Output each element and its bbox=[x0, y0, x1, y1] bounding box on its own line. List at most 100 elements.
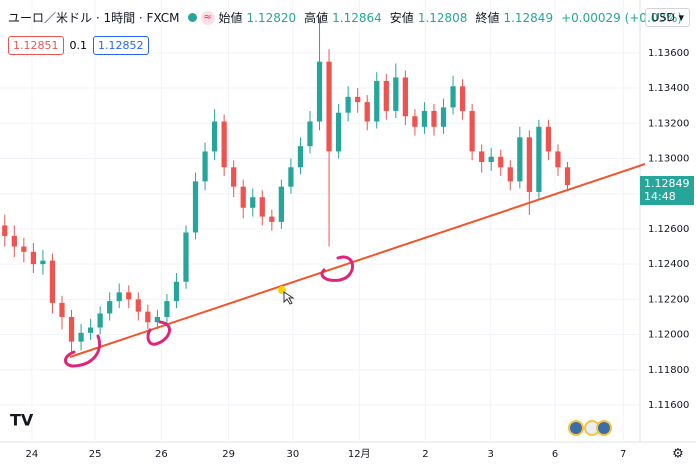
currency: USD bbox=[651, 11, 675, 24]
candle-body bbox=[479, 151, 485, 163]
candle-body bbox=[202, 151, 208, 182]
candle-body bbox=[555, 151, 561, 168]
candle-body bbox=[164, 301, 170, 317]
cursor bbox=[283, 291, 295, 305]
candle-body bbox=[440, 107, 447, 127]
y-tick-label: 1.12400 bbox=[648, 259, 689, 270]
candle-body bbox=[469, 110, 475, 152]
tv-logo[interactable]: TV bbox=[10, 411, 34, 430]
candle-body bbox=[221, 121, 227, 168]
candle-body bbox=[374, 81, 380, 122]
candle-body bbox=[364, 102, 370, 122]
trend-line[interactable] bbox=[69, 163, 646, 358]
candle-body bbox=[30, 251, 37, 265]
candle-body bbox=[526, 137, 532, 192]
candle-body bbox=[49, 260, 56, 303]
candle-body bbox=[545, 126, 552, 152]
change-value: +0.00029 (+0.03%) bbox=[561, 10, 683, 25]
y-tick-label: 1.12200 bbox=[648, 294, 689, 305]
candle-body bbox=[154, 316, 160, 323]
x-tick-label: 25 bbox=[89, 449, 102, 460]
x-tick-label: 29 bbox=[222, 449, 235, 460]
candle-body bbox=[183, 232, 189, 282]
candle-body bbox=[307, 121, 313, 147]
x-tick-label: 12月 bbox=[348, 448, 371, 460]
open-value: 1.12820 bbox=[246, 10, 297, 25]
candle-body bbox=[431, 110, 437, 127]
y-tick-label: 1.12600 bbox=[648, 224, 689, 235]
candle-body bbox=[87, 327, 94, 333]
candle-body bbox=[297, 146, 304, 168]
candle-body bbox=[345, 96, 351, 113]
candle-body bbox=[78, 332, 84, 342]
x-tick-label: 2 bbox=[422, 449, 428, 460]
candle-body bbox=[498, 156, 504, 168]
candle-body bbox=[536, 126, 542, 192]
candle-body bbox=[259, 197, 265, 217]
grid bbox=[0, 0, 640, 442]
close-label: 終値 bbox=[475, 11, 500, 25]
market-status bbox=[187, 13, 197, 22]
x-tick-label: 30 bbox=[287, 449, 300, 460]
y-tick-label: 1.13000 bbox=[648, 153, 689, 164]
candle-body bbox=[412, 116, 418, 127]
candle-body bbox=[507, 167, 513, 182]
high-label: 高値 bbox=[304, 11, 329, 25]
trade-buttons: 1.12851 0.1 1.12852 bbox=[8, 36, 149, 55]
candle-body bbox=[316, 61, 323, 122]
last-price: 1.12849 bbox=[644, 177, 690, 191]
eu-flag[interactable] bbox=[568, 420, 584, 436]
candle-body bbox=[288, 167, 294, 187]
y-tick-label: 1.12000 bbox=[648, 330, 689, 341]
candle-body bbox=[231, 167, 237, 187]
eu-flag-2[interactable] bbox=[596, 420, 612, 436]
candle-body bbox=[488, 156, 494, 163]
candle-body bbox=[21, 246, 27, 252]
candle-body bbox=[135, 299, 141, 312]
data-indicator: ≈ bbox=[200, 10, 215, 25]
candle-body bbox=[517, 137, 523, 182]
y-tick-label: 1.13400 bbox=[648, 83, 689, 94]
low-label: 安値 bbox=[389, 11, 414, 25]
symbol[interactable]: ユーロ／米ドル · 1時間 · FXCM bbox=[8, 11, 180, 25]
marker-2 bbox=[146, 320, 171, 346]
candle-body bbox=[192, 181, 199, 233]
candle-body bbox=[326, 61, 332, 152]
open-label: 始値 bbox=[218, 11, 243, 25]
settings-icon[interactable]: ⚙ bbox=[672, 447, 684, 462]
last-price-tag: 1.12849 14:48 bbox=[640, 176, 694, 206]
buy-button[interactable]: 1.12852 bbox=[93, 36, 149, 55]
y-tick-label: 1.11800 bbox=[648, 365, 689, 376]
x-tick-label: 26 bbox=[155, 449, 168, 460]
x-tick-label: 24 bbox=[25, 449, 38, 460]
candle-body bbox=[145, 311, 151, 323]
marker-3 bbox=[320, 255, 354, 282]
x-tick-label: 3 bbox=[488, 449, 494, 460]
candle-body bbox=[173, 281, 180, 302]
marker-1 bbox=[64, 334, 101, 368]
x-tick-label: 7 bbox=[620, 449, 626, 460]
candle-body bbox=[116, 292, 122, 302]
candle-body bbox=[459, 86, 466, 111]
candle-body bbox=[564, 167, 571, 186]
candle-body bbox=[126, 292, 132, 300]
candle-body bbox=[2, 225, 8, 236]
candle-body bbox=[40, 260, 46, 265]
y-tick-label: 1.11600 bbox=[648, 400, 689, 411]
currency-select[interactable]: USD ▾ bbox=[645, 8, 690, 27]
candle-body bbox=[355, 96, 361, 103]
y-tick-label: 1.13200 bbox=[648, 118, 689, 129]
candle-body bbox=[278, 186, 284, 222]
candle-body bbox=[393, 77, 399, 111]
candle-body bbox=[68, 316, 75, 342]
candle-body bbox=[450, 86, 456, 108]
candle-body bbox=[335, 112, 342, 152]
countdown: 14:48 bbox=[644, 190, 676, 204]
candle-body bbox=[269, 216, 275, 222]
low-value: 1.12808 bbox=[417, 10, 468, 25]
sell-button[interactable]: 1.12851 bbox=[8, 36, 64, 55]
candle-body bbox=[240, 186, 246, 208]
candle-body bbox=[250, 197, 256, 208]
legend-bar: ユーロ／米ドル · 1時間 · FXCM ≈ 始値 1.12820 高値 1.128… bbox=[8, 9, 686, 26]
